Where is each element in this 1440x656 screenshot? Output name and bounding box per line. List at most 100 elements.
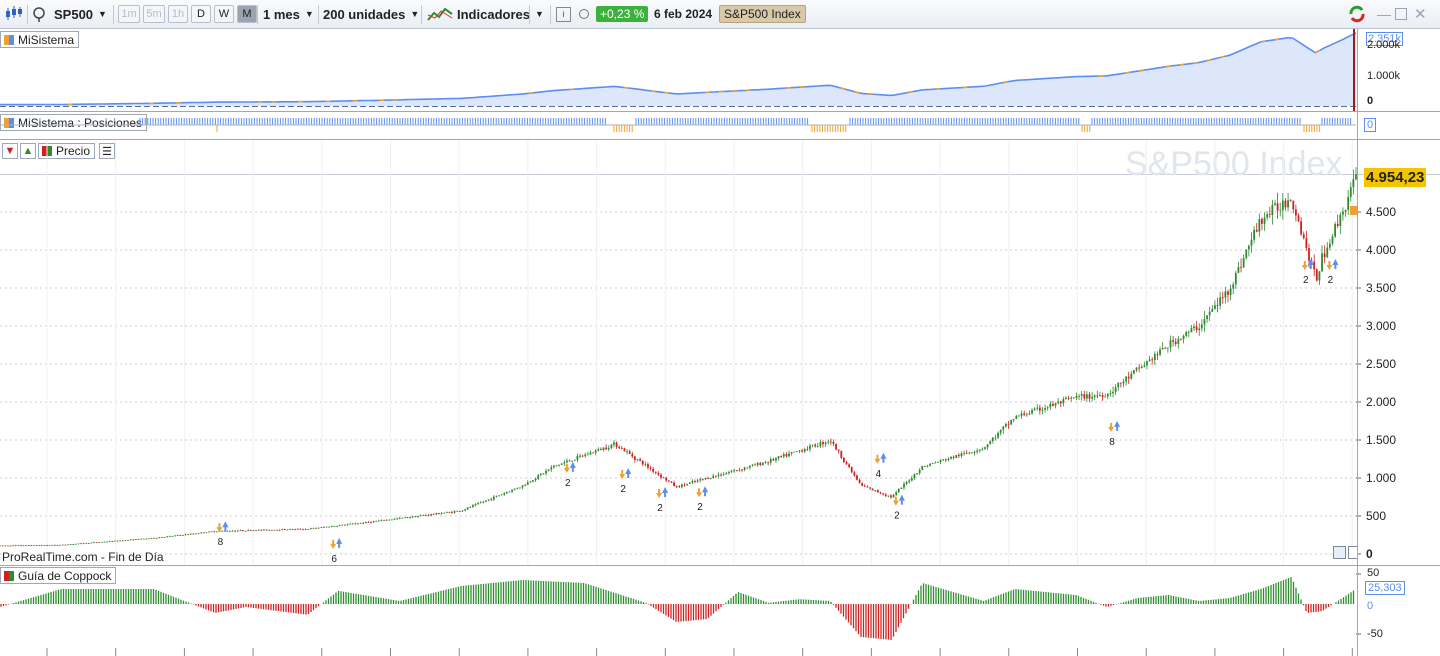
- buy-arrow-icon[interactable]: ▲: [20, 143, 36, 159]
- period-label: 1 mes: [263, 6, 300, 22]
- chevron-down-icon[interactable]: ▼: [535, 9, 544, 19]
- price-tick-label: 1.000: [1366, 471, 1396, 485]
- candle-body: [1062, 399, 1065, 404]
- coppock-pane-label[interactable]: Guía de Coppock: [0, 567, 117, 584]
- equity-pane-label[interactable]: MiSistema: [0, 31, 80, 48]
- drawdown-segment: [1166, 65, 1171, 68]
- candle-body: [414, 516, 417, 518]
- candle-body: [1208, 311, 1211, 316]
- candle-body: [589, 452, 592, 455]
- candle-body: [526, 482, 529, 485]
- price-pane-label[interactable]: Precio: [38, 143, 96, 159]
- candle-body: [728, 472, 730, 474]
- candle-body: [1036, 407, 1039, 409]
- candle-body: [806, 449, 809, 451]
- candle-body: [1025, 414, 1028, 416]
- candle-body: [453, 511, 456, 513]
- drawdown-segment: [1193, 61, 1198, 65]
- candle-body: [976, 450, 979, 452]
- candle-body: [725, 473, 728, 475]
- candle-body: [916, 473, 918, 475]
- timeframe-w[interactable]: W: [214, 5, 234, 23]
- candle-body: [1323, 253, 1326, 258]
- sell-arrow-icon[interactable]: ▼: [2, 143, 18, 159]
- pane-divider[interactable]: [0, 111, 1440, 112]
- candle-body: [613, 442, 615, 445]
- positions-pane-label[interactable]: MiSistema : Posiciones: [0, 114, 148, 131]
- candle-body: [142, 538, 145, 540]
- candle-body: [973, 451, 976, 453]
- candle-body: [1159, 349, 1161, 355]
- candle-body: [1151, 359, 1154, 361]
- candle-body: [270, 529, 273, 531]
- indicators-button[interactable]: Indicadores: [427, 4, 530, 24]
- candle-body: [709, 478, 712, 479]
- signal-count: 2: [565, 478, 571, 489]
- candle-body: [1305, 238, 1308, 248]
- candle-body: [14, 545, 17, 547]
- minimize-icon[interactable]: —: [1377, 6, 1391, 22]
- candle-body: [485, 500, 487, 502]
- candle-body: [1224, 291, 1227, 298]
- candle-body: [315, 527, 318, 529]
- candle-body: [1093, 395, 1096, 397]
- timeframe-1h[interactable]: 1h: [168, 5, 188, 23]
- timeframe-1m[interactable]: 1m: [118, 5, 140, 23]
- list-icon[interactable]: ☰: [99, 143, 115, 159]
- candle-body: [620, 448, 623, 450]
- candle-body: [474, 504, 477, 506]
- candle-body: [155, 537, 158, 539]
- candle-body: [1289, 200, 1292, 202]
- candle-body: [529, 481, 532, 483]
- candle-body: [942, 459, 945, 461]
- refresh-icon[interactable]: [1347, 4, 1367, 24]
- timeframe-d[interactable]: D: [191, 5, 211, 23]
- candle-body: [1198, 328, 1201, 331]
- candle-body: [174, 535, 176, 537]
- candle-body: [874, 490, 877, 491]
- candle-body: [714, 475, 717, 477]
- copy-icon[interactable]: [1333, 546, 1346, 559]
- candle-body: [27, 545, 30, 546]
- symbol-select[interactable]: SP500 ▼: [54, 4, 107, 24]
- candle-body: [1234, 272, 1237, 285]
- candle-body: [691, 481, 694, 483]
- candle-body: [762, 463, 764, 465]
- candle-body: [385, 519, 388, 521]
- period-select[interactable]: 1 mes ▼: [263, 4, 314, 24]
- candle-body: [1085, 394, 1088, 399]
- pane-divider[interactable]: [0, 139, 1440, 140]
- candle-body: [756, 463, 759, 466]
- candle-body: [349, 523, 352, 525]
- candle-body: [615, 442, 618, 448]
- candle-body: [451, 511, 453, 513]
- candle-body: [720, 474, 723, 476]
- units-select[interactable]: 200 unidades ▼: [323, 4, 419, 24]
- maximize-icon[interactable]: [1395, 4, 1407, 24]
- candle-body: [657, 472, 660, 475]
- timeframe-5m[interactable]: 5m: [143, 5, 165, 23]
- sell-arrow-icon: [1301, 261, 1308, 270]
- candle-body: [1344, 209, 1347, 212]
- info-icon[interactable]: i: [556, 4, 571, 24]
- candle-body: [98, 542, 101, 543]
- close-icon[interactable]: ✕: [1414, 6, 1427, 23]
- candle-body: [790, 452, 793, 454]
- candle-body: [1112, 391, 1114, 394]
- candle-body: [1172, 340, 1175, 342]
- candle-body: [793, 451, 796, 453]
- candle-body: [900, 487, 903, 489]
- timeframe-m[interactable]: M: [237, 5, 257, 23]
- candle-body: [1355, 174, 1357, 180]
- candle-body: [581, 455, 584, 457]
- candlestick-icon[interactable]: [4, 4, 24, 24]
- candle-body: [74, 543, 77, 545]
- candle-body: [1166, 347, 1169, 349]
- pane-divider[interactable]: [0, 565, 1440, 566]
- candle-body: [861, 482, 864, 486]
- candle-body: [545, 470, 547, 474]
- sell-arrow-icon: [619, 470, 626, 479]
- candle-body: [359, 522, 362, 524]
- candle-body: [187, 534, 190, 536]
- broker-icon[interactable]: [31, 4, 47, 24]
